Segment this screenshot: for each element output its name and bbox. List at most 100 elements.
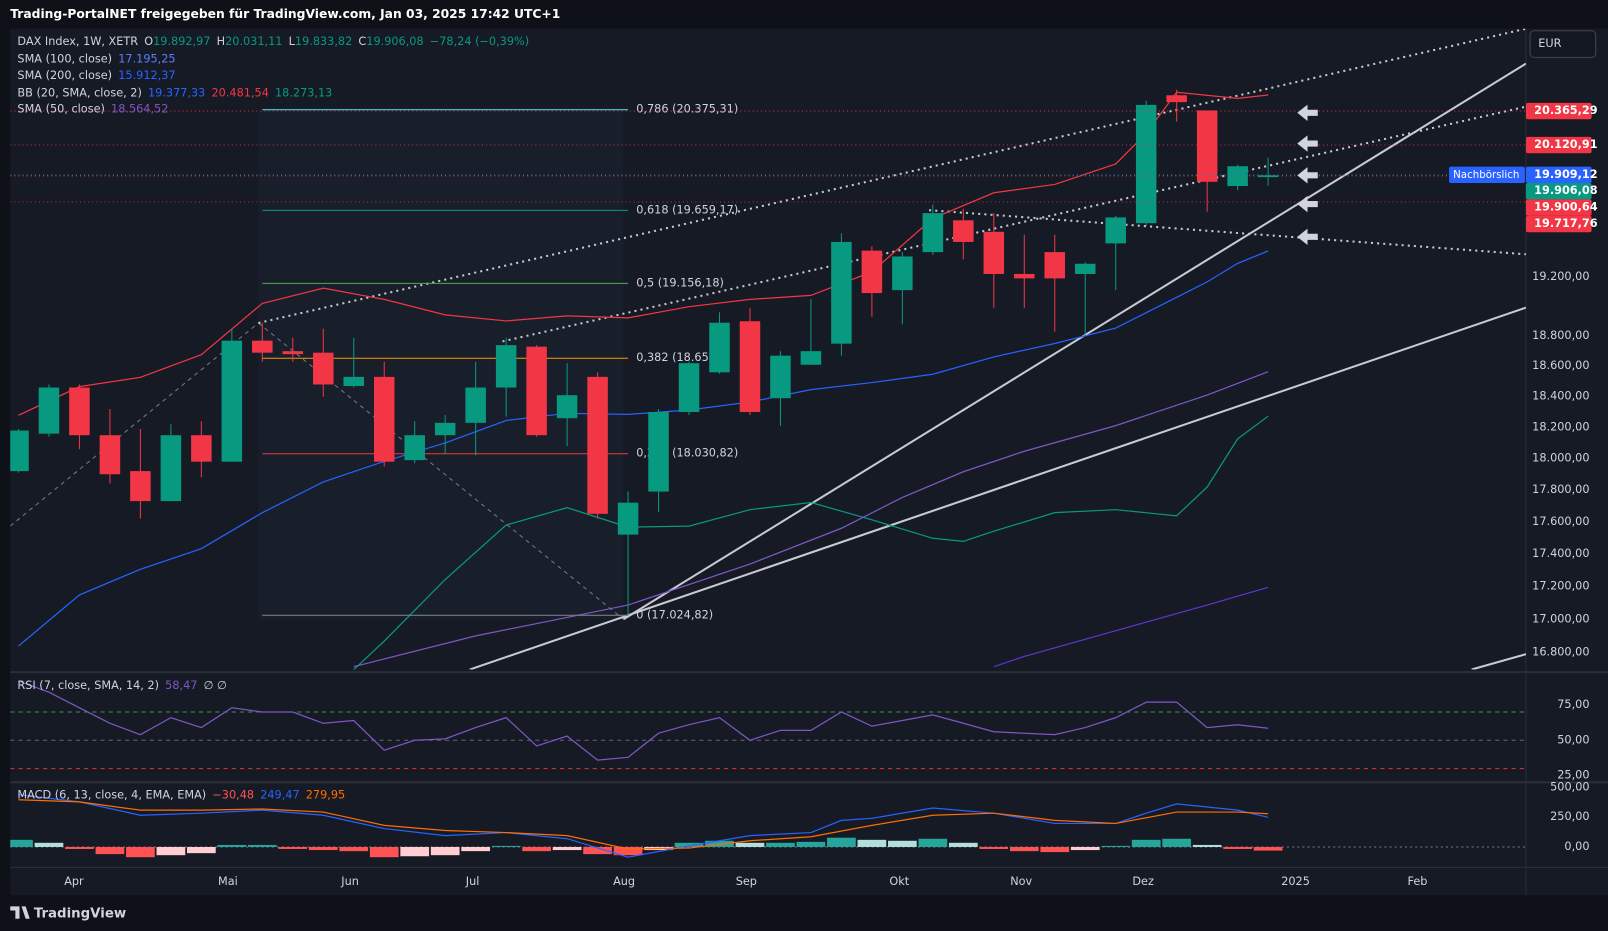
x-tick-label: Okt	[889, 875, 909, 888]
legend-value: 19.377,33	[148, 86, 205, 99]
histogram-bar	[918, 838, 948, 847]
x-tick-label: Jun	[340, 875, 359, 888]
candle-body	[709, 322, 730, 373]
pane-group	[10, 680, 1526, 770]
indicator-line	[18, 799, 1269, 850]
x-tick-label: Feb	[1407, 875, 1427, 888]
price-tag-label: 19.900,64	[1534, 201, 1598, 214]
y-tick-label: 75,00	[1557, 698, 1589, 711]
indicator-line	[993, 586, 1269, 668]
histogram-bar	[552, 846, 582, 851]
histogram-bar	[796, 841, 826, 847]
histogram-bar	[948, 842, 978, 847]
candle-body	[739, 321, 761, 413]
histogram-bar	[491, 845, 521, 847]
legend-symbol: DAX Index, 1W, XETR O19.892,97 H20.031,11 L…	[17, 35, 529, 48]
candle-body	[678, 363, 700, 413]
candle-body	[800, 351, 822, 365]
legend-text: SMA (100, close)	[17, 52, 112, 65]
histogram-bar	[522, 846, 551, 852]
histogram-bar	[308, 846, 338, 851]
candle-body	[617, 502, 639, 535]
candle-body	[526, 346, 547, 436]
header-title: Trading-PortalNET freigegeben für Tradin…	[10, 7, 560, 21]
legend-value: −78,24 (−0,39%)	[430, 35, 529, 48]
y-tick-label: 17.400,00	[1532, 547, 1589, 560]
histogram-bar	[979, 846, 1009, 849]
candle-body	[10, 430, 29, 472]
histogram-bar	[888, 840, 917, 847]
y-tick-label: 0,00	[1564, 840, 1589, 853]
x-tick-label: Jul	[465, 875, 480, 888]
price-tag	[1525, 199, 1592, 216]
candle-body	[191, 435, 212, 462]
indicator-line	[18, 794, 1269, 858]
legend-text: DAX Index, 1W, XETR	[17, 35, 138, 48]
candle-body	[1074, 263, 1096, 274]
legend-line: SMA (50, close) 18.564,52	[17, 103, 168, 116]
legend-line: SMA (100, close) 17.195,25	[17, 52, 175, 65]
price-tag	[1525, 102, 1592, 120]
candle-body	[1257, 175, 1279, 178]
currency-button[interactable]	[1529, 30, 1597, 58]
candle-body	[983, 231, 1005, 274]
legend-value: 15.912,37	[118, 69, 175, 82]
legend-text: MACD (6, 13, close, 4, EMA, EMA)	[17, 789, 206, 802]
candle-body	[373, 376, 395, 462]
candle-body	[343, 376, 365, 387]
drawings	[10, 28, 1526, 670]
candle-body	[770, 355, 791, 399]
y-tick-label: 18.000,00	[1532, 452, 1589, 465]
candle-body	[465, 387, 486, 423]
y-tick-label: 18.600,00	[1532, 359, 1589, 372]
candle-body	[434, 422, 456, 436]
y-tick-label: 17.600,00	[1532, 515, 1589, 528]
histogram-bar	[1009, 846, 1039, 852]
histogram-bar	[217, 844, 247, 847]
candle-body	[38, 387, 60, 434]
y-tick-label: 17.000,00	[1532, 612, 1589, 625]
brand: TradingView	[10, 906, 126, 922]
fib-label: 0 (17.024,82)	[636, 608, 713, 621]
histogram-bar	[400, 846, 430, 857]
histogram-bar	[1192, 844, 1222, 847]
brand-name: TradingView	[34, 907, 126, 922]
candle-body	[1196, 110, 1218, 182]
legend-text: O	[144, 35, 153, 48]
candle-body	[495, 345, 517, 388]
candle-body	[252, 340, 273, 353]
histogram-bar	[126, 846, 155, 858]
arrow	[1297, 195, 1318, 213]
histogram-bar	[430, 846, 460, 856]
indicator-line	[18, 250, 1269, 647]
currency-label[interactable]: EUR	[1538, 37, 1561, 50]
price-tag-label: 19.906,08	[1534, 184, 1598, 197]
price-tag	[1525, 215, 1592, 233]
histogram-bar	[339, 846, 369, 852]
x-tick-label: Aug	[613, 875, 635, 888]
histogram-bar	[1253, 846, 1283, 851]
x-tick-label: Nov	[1010, 875, 1032, 888]
trend-line	[622, 62, 1526, 621]
indicator-line	[353, 415, 1269, 670]
histogram-bar	[735, 842, 765, 847]
y-tick-label: 16.800,00	[1532, 646, 1589, 659]
y-tick-label: 250,00	[1550, 810, 1589, 823]
candle-body	[1135, 104, 1157, 224]
brand-logo	[10, 906, 30, 919]
histogram-bar	[156, 846, 186, 856]
y-tick-label: 17.200,00	[1532, 580, 1589, 593]
histogram-bar	[1223, 846, 1252, 849]
x-tick-label: Sep	[736, 875, 757, 888]
pane-group	[10, 794, 1526, 858]
legend-value: 19.833,82	[295, 35, 352, 48]
legend-line: RSI (7, close, SMA, 14, 2) 58,47 ∅ ∅	[17, 679, 226, 692]
histogram-bar	[461, 846, 491, 852]
histogram-bar	[827, 837, 856, 847]
histogram-bar	[34, 842, 64, 847]
arrow	[1297, 167, 1318, 184]
histogram-bar	[1131, 839, 1161, 847]
y-tick-label: 17.800,00	[1532, 483, 1589, 496]
price-tag-label: 19.717,76	[1534, 217, 1598, 230]
candle-body	[221, 340, 243, 462]
